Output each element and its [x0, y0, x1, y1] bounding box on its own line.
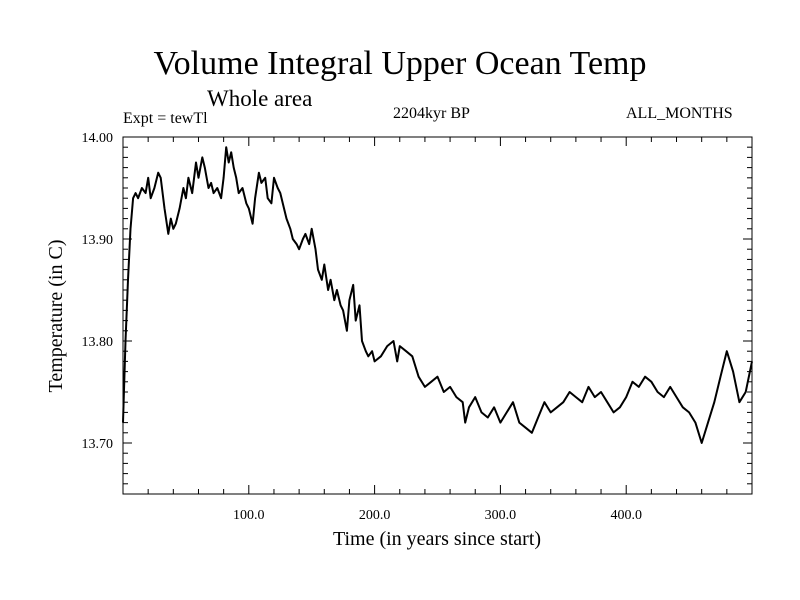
y-tick-label: 13.90 — [82, 233, 114, 248]
y-tick-label: 13.70 — [82, 437, 114, 452]
x-tick-label: 300.0 — [485, 508, 517, 523]
x-tick-label: 100.0 — [233, 508, 265, 523]
chart-title: Volume Integral Upper Ocean Temp — [153, 45, 647, 82]
y-axis-label: Temperature (in C) — [45, 240, 67, 393]
series-line-tewTl — [122, 146, 753, 444]
x-axis-label: Time (in years since start) — [333, 528, 541, 550]
y-tick-label: 13.80 — [82, 335, 114, 350]
chart-subtitle: Whole area — [207, 86, 313, 111]
plot-frame — [122, 136, 753, 495]
period-label: 2204kyr BP — [393, 105, 470, 122]
y-tick-label: 14.00 — [82, 131, 114, 146]
months-label: ALL_MONTHS — [626, 105, 733, 122]
x-tick-label: 400.0 — [610, 508, 642, 523]
experiment-label: Expt = tewTl — [123, 110, 208, 127]
x-tick-label: 200.0 — [359, 508, 391, 523]
